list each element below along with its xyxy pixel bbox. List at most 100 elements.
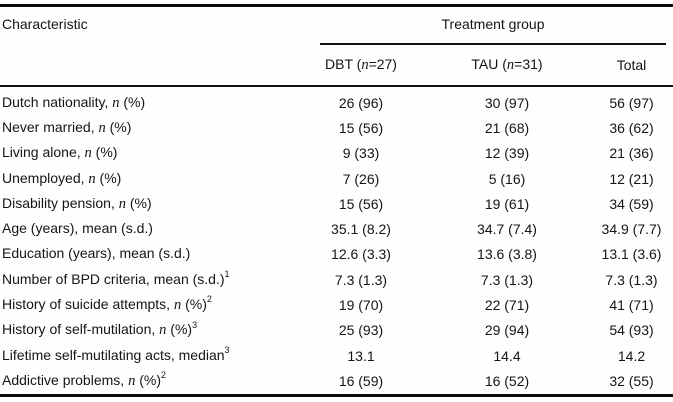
label-italic-n: n	[159, 322, 167, 339]
label-italic-n: n	[88, 170, 96, 187]
cell-tau: 19 (61)	[484, 195, 530, 212]
label-text: Lifetime self-mutilating acts, median	[2, 346, 225, 363]
table-row: Disability pension, n (%) 15 (56) 19 (61…	[0, 191, 673, 216]
cell-total: 7.3 (1.3)	[605, 271, 658, 288]
cell-dbt: 25 (93)	[338, 322, 384, 339]
label-italic-n: n	[118, 195, 126, 212]
column-header-treatment-group: Treatment group	[441, 16, 545, 32]
cell-total: 13.1 (3.6)	[601, 246, 662, 263]
cell-total: 56 (97)	[609, 94, 654, 111]
cell-dbt: 12.6 (3.3)	[331, 246, 391, 263]
table-body: Dutch nationality, n (%) 26 (96) 30 (97)…	[0, 90, 673, 394]
label-text: Dutch nationality,	[2, 93, 113, 110]
cell-tau: 5 (16)	[488, 170, 526, 187]
label-text: History of self-mutilation,	[2, 321, 160, 338]
row-label: Education (years), mean (s.d.)	[0, 245, 298, 263]
column-header-dbt: DBT (n=27)	[298, 56, 424, 74]
cell-dbt: 9 (33)	[342, 145, 380, 162]
row-label: Never married, n (%)	[0, 119, 298, 137]
label-superscript: 2	[206, 294, 212, 305]
label-suffix: (%)	[166, 321, 193, 338]
table-row: Addictive problems, n (%)2 16 (59) 16 (5…	[0, 368, 673, 393]
cell-dbt: 26 (96)	[338, 94, 384, 111]
treatment-group-spanner-rule	[320, 43, 666, 45]
cell-dbt: 7 (26)	[342, 170, 380, 187]
cell-dbt: 13.1	[347, 347, 375, 364]
cell-dbt: 15 (56)	[338, 195, 384, 212]
cell-tau: 22 (71)	[484, 297, 530, 314]
label-text: Living alone,	[2, 144, 85, 161]
table-row: History of suicide attempts, n (%)2 19 (…	[0, 292, 673, 317]
row-label: Number of BPD criteria, mean (s.d.)1	[0, 269, 298, 289]
cell-total: 32 (55)	[609, 372, 654, 389]
table-subheader-row: DBT (n=27) TAU (n=31) Total	[0, 45, 673, 85]
header-suffix: =31)	[514, 56, 543, 72]
label-suffix: (%)	[135, 371, 161, 388]
row-label: Dutch nationality, n (%)	[0, 94, 298, 112]
cell-tau: 12 (39)	[484, 145, 530, 162]
header-text: TAU (	[471, 56, 507, 72]
header-suffix: =27)	[368, 56, 397, 72]
cell-dbt: 16 (59)	[338, 372, 384, 389]
cell-total: 41 (71)	[609, 297, 654, 314]
cell-dbt: 19 (70)	[338, 297, 384, 314]
cell-tau: 21 (68)	[484, 119, 530, 136]
label-suffix: (%)	[119, 93, 146, 110]
table-row: Unemployed, n (%) 7 (26) 5 (16) 12 (21)	[0, 166, 673, 191]
cell-tau: 14.4	[493, 347, 521, 364]
cell-tau: 30 (97)	[484, 94, 530, 111]
row-label: History of self-mutilation, n (%)3	[0, 319, 298, 339]
label-text: Never married,	[2, 118, 99, 135]
cell-dbt: 7.3 (1.3)	[334, 271, 388, 288]
cell-total: 21 (36)	[609, 145, 654, 162]
column-header-tau: TAU (n=31)	[424, 56, 590, 74]
label-suffix: (%)	[91, 144, 118, 161]
cell-total: 14.2	[617, 347, 646, 364]
table-bottom-rule	[0, 393, 673, 397]
cell-tau: 16 (52)	[484, 372, 530, 389]
table-header-row: Characteristic Treatment group	[0, 7, 673, 43]
label-superscript: 1	[224, 269, 230, 280]
row-label: Living alone, n (%)	[0, 144, 298, 162]
label-text: Number of BPD criteria, mean (s.d.)	[2, 270, 225, 287]
label-italic-n: n	[84, 145, 92, 162]
row-label: History of suicide attempts, n (%)2	[0, 294, 298, 314]
label-superscript: 3	[224, 344, 230, 355]
table-row: Number of BPD criteria, mean (s.d.)1 7.3…	[0, 267, 673, 292]
label-text: History of suicide attempts,	[2, 296, 174, 313]
row-label: Addictive problems, n (%)2	[0, 370, 298, 390]
row-label: Lifetime self-mutilating acts, median3	[0, 344, 298, 365]
table-row: Age (years), mean (s.d.) 35.1 (8.2) 34.7…	[0, 216, 673, 241]
subheader-bottom-rule	[0, 85, 673, 87]
column-header-total: Total	[590, 57, 673, 73]
label-text: Unemployed,	[2, 169, 89, 186]
label-text: Addictive problems,	[2, 371, 129, 388]
header-text: Total	[616, 57, 647, 73]
cell-total: 34 (59)	[609, 195, 654, 212]
label-suffix: (%)	[125, 194, 152, 211]
cell-dbt: 15 (56)	[338, 119, 384, 136]
table-row: Lifetime self-mutilating acts, median3 1…	[0, 343, 673, 368]
header-text: DBT (	[325, 56, 362, 72]
cell-dbt: 35.1 (8.2)	[331, 221, 391, 238]
row-label: Unemployed, n (%)	[0, 170, 298, 188]
column-header-characteristic: Characteristic	[2, 16, 88, 32]
label-superscript: 2	[160, 370, 166, 381]
cell-total: 12 (21)	[609, 170, 654, 187]
row-label: Age (years), mean (s.d.)	[0, 220, 298, 238]
cell-tau: 7.3 (1.3)	[480, 271, 534, 288]
header-italic-n: n	[506, 57, 515, 73]
label-text: Age (years), mean (s.d.)	[2, 220, 153, 237]
label-superscript: 3	[192, 319, 198, 330]
table-row: History of self-mutilation, n (%)3 25 (9…	[0, 318, 673, 343]
cell-tau: 13.6 (3.8)	[477, 246, 537, 263]
cell-total: 54 (93)	[609, 322, 654, 339]
label-italic-n: n	[128, 372, 136, 389]
label-text: Disability pension,	[2, 194, 119, 211]
label-italic-n: n	[98, 119, 106, 136]
cell-tau: 29 (94)	[484, 322, 530, 339]
cell-total: 36 (62)	[609, 119, 654, 136]
table-top-rule	[0, 4, 673, 7]
cell-tau: 34.7 (7.4)	[477, 221, 537, 238]
